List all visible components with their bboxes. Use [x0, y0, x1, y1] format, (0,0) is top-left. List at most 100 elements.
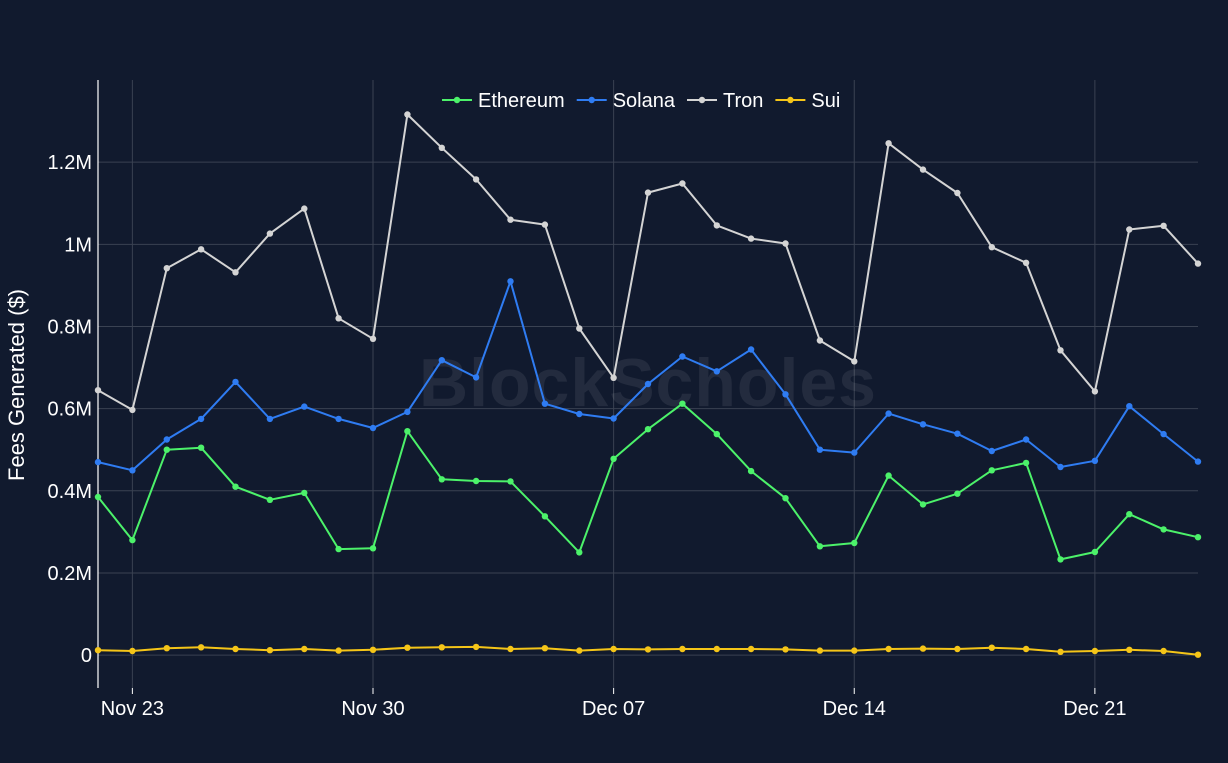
ethereum-point — [301, 489, 308, 497]
y-tick-label: 1.2M — [48, 152, 92, 174]
tron-point — [1194, 260, 1202, 267]
sui-point — [679, 645, 686, 653]
series-sui — [94, 643, 1202, 658]
x-tick-label: Nov 30 — [341, 698, 404, 720]
ethereum-point — [472, 477, 480, 485]
sui-point — [851, 647, 858, 654]
ethereum-point — [782, 495, 789, 502]
ethereum-point — [919, 501, 927, 508]
series-group — [94, 111, 1202, 658]
ethereum-point — [576, 549, 583, 556]
solana-point — [369, 424, 377, 432]
tron-point — [1091, 388, 1099, 395]
sui-point — [438, 644, 445, 651]
sui-point — [301, 645, 308, 653]
x-tick-label: Dec 21 — [1063, 698, 1126, 720]
solana-point — [1091, 457, 1099, 464]
x-tick-label: Dec 14 — [823, 698, 886, 720]
sui-point — [232, 645, 239, 653]
ethereum-point — [1057, 556, 1064, 563]
sui-point — [713, 645, 720, 653]
ethereum-point — [129, 536, 136, 544]
ethereum-point — [885, 472, 892, 479]
sui-point — [404, 644, 411, 651]
tron-point — [541, 221, 549, 228]
tron-point — [782, 240, 789, 247]
legend-label: Sui — [811, 90, 840, 112]
ethereum-point — [197, 444, 205, 451]
solana-point — [851, 449, 858, 456]
tron-point — [610, 374, 617, 381]
tron-point — [1160, 222, 1167, 229]
solana-point — [1057, 463, 1064, 471]
y-axis-title: Fees Generated ($) — [4, 289, 29, 481]
sui-point — [919, 645, 927, 652]
sui-point — [747, 645, 755, 653]
legend-item-ethereum[interactable]: Ethereum — [442, 90, 565, 112]
tron-point — [988, 244, 995, 251]
sui-point — [1160, 647, 1167, 655]
series-solana — [94, 278, 1202, 474]
sui-point — [1091, 647, 1099, 655]
sui-point — [163, 645, 170, 652]
ethereum-point — [94, 493, 102, 501]
solana-point — [197, 415, 205, 423]
solana-point — [541, 400, 549, 407]
sui-point — [1057, 648, 1064, 655]
solana-point — [507, 278, 514, 285]
tron-point — [369, 335, 377, 342]
ethereum-point — [1022, 459, 1030, 467]
tron-point — [335, 315, 342, 322]
ethereum-point — [404, 428, 411, 435]
ethereum-point — [1160, 526, 1167, 533]
legend[interactable]: Ethereum Solana Tron Sui — [442, 90, 840, 112]
series-tron — [94, 111, 1202, 414]
y-tick-label: 0.4M — [48, 481, 92, 503]
x-tick-label: Nov 23 — [101, 698, 164, 720]
tron-point — [747, 235, 755, 242]
ethereum-point — [747, 467, 755, 475]
ethereum-point — [507, 478, 514, 485]
tron-point — [816, 337, 824, 344]
sui-point — [335, 647, 342, 654]
legend-item-solana[interactable]: Solana — [576, 90, 676, 112]
sui-point — [610, 645, 617, 653]
x-tick-label: Dec 07 — [582, 698, 645, 720]
sui-point — [507, 645, 514, 653]
solana-point — [576, 410, 583, 418]
solana-point — [129, 467, 136, 474]
sui-point — [472, 643, 480, 651]
solana-point — [1022, 436, 1030, 443]
ethereum-point — [335, 545, 342, 553]
solana-point — [919, 421, 927, 428]
sui-point — [369, 646, 377, 653]
solana-point — [644, 380, 652, 388]
solana-point — [1160, 430, 1167, 438]
legend-swatch-marker — [787, 96, 794, 104]
solana-point — [1126, 403, 1133, 410]
sui-point — [94, 647, 102, 654]
solana-point — [472, 374, 480, 381]
solana-point — [94, 458, 102, 466]
solana-point — [679, 353, 686, 360]
ethereum-point — [713, 430, 720, 438]
solana-point — [954, 430, 961, 437]
tron-point — [1022, 259, 1030, 266]
tron-point — [197, 246, 205, 253]
tron-point — [129, 406, 136, 414]
ethereum-point — [1194, 534, 1202, 541]
tron-point — [713, 222, 720, 229]
ethereum-point — [163, 446, 170, 453]
legend-swatch-marker — [698, 96, 706, 104]
tron-point — [644, 189, 652, 196]
solana-point — [782, 391, 789, 398]
legend-item-tron[interactable]: Tron — [687, 90, 763, 112]
solana-point — [885, 410, 892, 417]
series-ethereum — [94, 400, 1202, 563]
legend-label: Tron — [723, 90, 763, 112]
legend-item-sui[interactable]: Sui — [775, 90, 840, 112]
ethereum-point — [679, 400, 686, 407]
tron-point — [94, 387, 102, 394]
tron-point — [163, 265, 170, 272]
